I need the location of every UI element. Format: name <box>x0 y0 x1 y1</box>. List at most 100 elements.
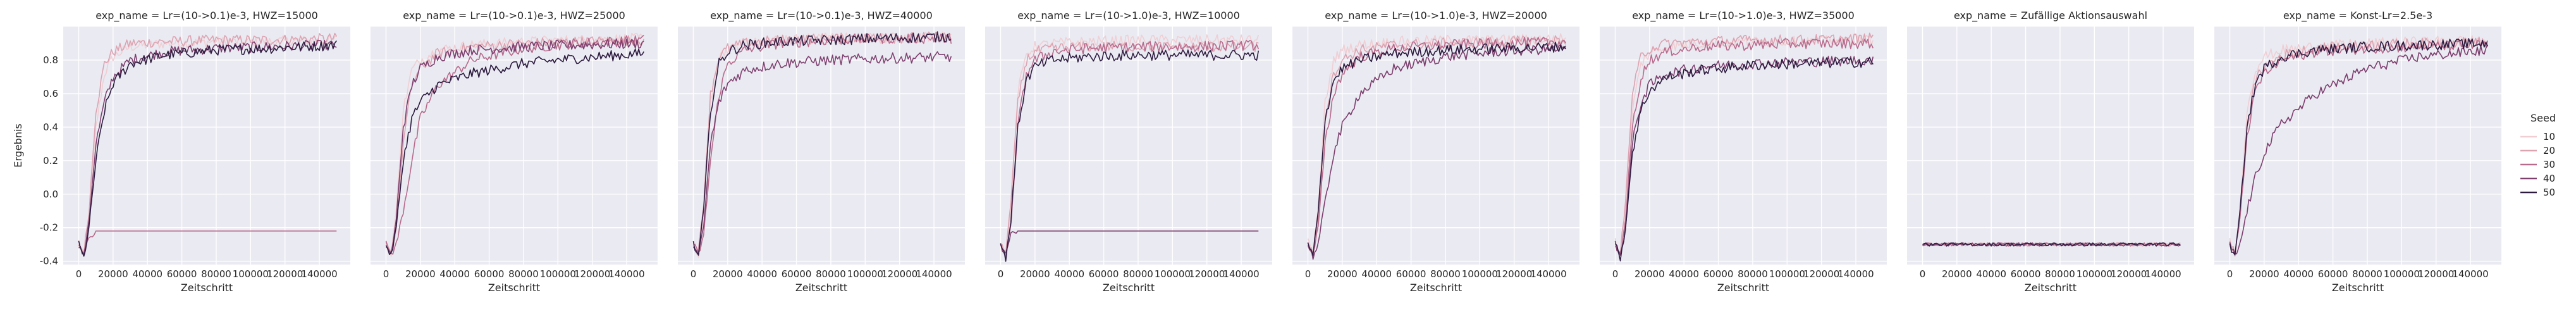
legend-label: 30 <box>2543 159 2555 170</box>
series-line-30 <box>693 32 952 253</box>
subplot-title: exp_name = Lr=(10->0.1)e-3, HWZ=15000 <box>95 9 318 22</box>
subplot-title: exp_name = Lr=(10->1.0)e-3, HWZ=20000 <box>1325 9 1547 22</box>
x-axis-label: Zeitschritt <box>1410 282 1462 294</box>
series-line-30 <box>1307 36 1566 253</box>
x-tick-label: 80000 <box>1738 268 1768 280</box>
series-line-30 <box>78 230 337 257</box>
subplot-title: exp_name = Zufällige Aktionsauswahl <box>1954 9 2147 22</box>
x-axis-label: Zeitschritt <box>1103 282 1155 294</box>
x-tick-label: 40000 <box>1669 268 1699 280</box>
series-line-40 <box>1307 44 1566 260</box>
series-line-20 <box>1000 41 1259 254</box>
x-tick-label: 140000 <box>1223 268 1259 280</box>
series-line-10 <box>386 32 644 257</box>
x-axis-label: Zeitschritt <box>2332 282 2384 294</box>
x-tick-label: 100000 <box>847 268 883 280</box>
x-tick-label: 0 <box>383 268 389 280</box>
plot-background <box>1907 27 2194 265</box>
series-line-20 <box>78 32 337 256</box>
x-tick-label: 40000 <box>2283 268 2314 280</box>
x-tick-label: 120000 <box>1803 268 1839 280</box>
legend-label: 50 <box>2543 187 2555 198</box>
series-line-50 <box>1000 49 1260 262</box>
x-tick-label: 140000 <box>1530 268 1566 280</box>
series-line-50 <box>1307 41 1566 256</box>
x-tick-label: 100000 <box>1462 268 1498 280</box>
x-tick-label: 100000 <box>2076 268 2113 280</box>
x-tick-label: 140000 <box>608 268 644 280</box>
plot-background <box>63 27 350 265</box>
x-tick-label: 120000 <box>2418 268 2454 280</box>
series-line-40 <box>2229 44 2488 254</box>
subplot-title: exp_name = Lr=(10->0.1)e-3, HWZ=25000 <box>403 9 625 22</box>
series-line-10 <box>1614 34 1874 256</box>
plot-background <box>985 27 1272 265</box>
x-tick-label: 40000 <box>132 268 163 280</box>
x-tick-label: 120000 <box>1189 268 1225 280</box>
x-tick-label: 80000 <box>816 268 846 280</box>
series-line-30 <box>385 35 644 255</box>
x-tick-label: 140000 <box>301 268 337 280</box>
x-tick-label: 40000 <box>1361 268 1392 280</box>
x-tick-label: 0 <box>1920 268 1926 280</box>
legend: Seed 10 20 30 40 50 <box>2520 112 2556 198</box>
series-line-10 <box>78 34 337 252</box>
x-axis-label: Zeitschritt <box>2025 282 2076 294</box>
plot-background <box>371 27 658 265</box>
x-tick-label: 80000 <box>1123 268 1153 280</box>
series-line-40 <box>1000 230 1259 254</box>
legend-label: 40 <box>2543 173 2555 184</box>
x-tick-label: 120000 <box>1496 268 1532 280</box>
x-axis-label: Zeitschritt <box>1717 282 1769 294</box>
x-tick-label: 80000 <box>1430 268 1461 280</box>
x-axis-label: Zeitschritt <box>181 282 233 294</box>
x-tick-label: 60000 <box>1396 268 1426 280</box>
x-tick-label: 0 <box>1305 268 1311 280</box>
series-line-20 <box>692 31 952 254</box>
series-line-50 <box>78 40 337 257</box>
subplot-title: exp_name = Konst-Lr=2.5e-3 <box>2283 9 2432 22</box>
plot-background <box>678 27 965 265</box>
x-tick-label: 60000 <box>167 268 197 280</box>
x-tick-label: 120000 <box>881 268 917 280</box>
x-tick-label: 100000 <box>2384 268 2420 280</box>
series-line-50 <box>385 48 644 256</box>
plot-background <box>2214 27 2501 265</box>
x-tick-label: 60000 <box>2318 268 2348 280</box>
subplot-title: exp_name = Lr=(10->1.0)e-3, HWZ=35000 <box>1632 9 1855 22</box>
legend-title: Seed <box>2530 112 2556 124</box>
y-tick-label: -0.4 <box>40 256 58 267</box>
x-tick-label: 0 <box>998 268 1004 280</box>
series-line-10 <box>1307 33 1566 256</box>
series-line-30 <box>1000 39 1260 258</box>
x-tick-label: 20000 <box>1327 268 1358 280</box>
x-tick-label: 120000 <box>2111 268 2147 280</box>
series-line-40 <box>692 51 952 256</box>
x-tick-label: 20000 <box>98 268 128 280</box>
x-tick-label: 60000 <box>782 268 812 280</box>
x-tick-label: 140000 <box>1837 268 1874 280</box>
subplot-title: exp_name = Lr=(10->0.1)e-3, HWZ=40000 <box>710 9 933 22</box>
x-tick-label: 80000 <box>2352 268 2383 280</box>
series-line-10 <box>693 31 952 258</box>
x-tick-label: 60000 <box>2011 268 2041 280</box>
series-line-40 <box>385 38 644 254</box>
legend-label: 10 <box>2543 131 2555 142</box>
y-tick-label: 0.6 <box>43 88 58 99</box>
x-tick-label: 120000 <box>267 268 303 280</box>
x-tick-label: 40000 <box>1054 268 1084 280</box>
x-tick-label: 80000 <box>508 268 539 280</box>
x-tick-label: 80000 <box>201 268 231 280</box>
y-axis-label: Ergebnis <box>12 123 24 167</box>
series-line-50 <box>1922 242 2181 247</box>
series-line-30 <box>1614 38 1874 253</box>
subplot-1: -0.4 -0.2 0.0 0.2 0.4 0.6 0.8 0 20000 40000 60000 8… <box>40 9 350 294</box>
series-line-20 <box>1308 35 1566 256</box>
